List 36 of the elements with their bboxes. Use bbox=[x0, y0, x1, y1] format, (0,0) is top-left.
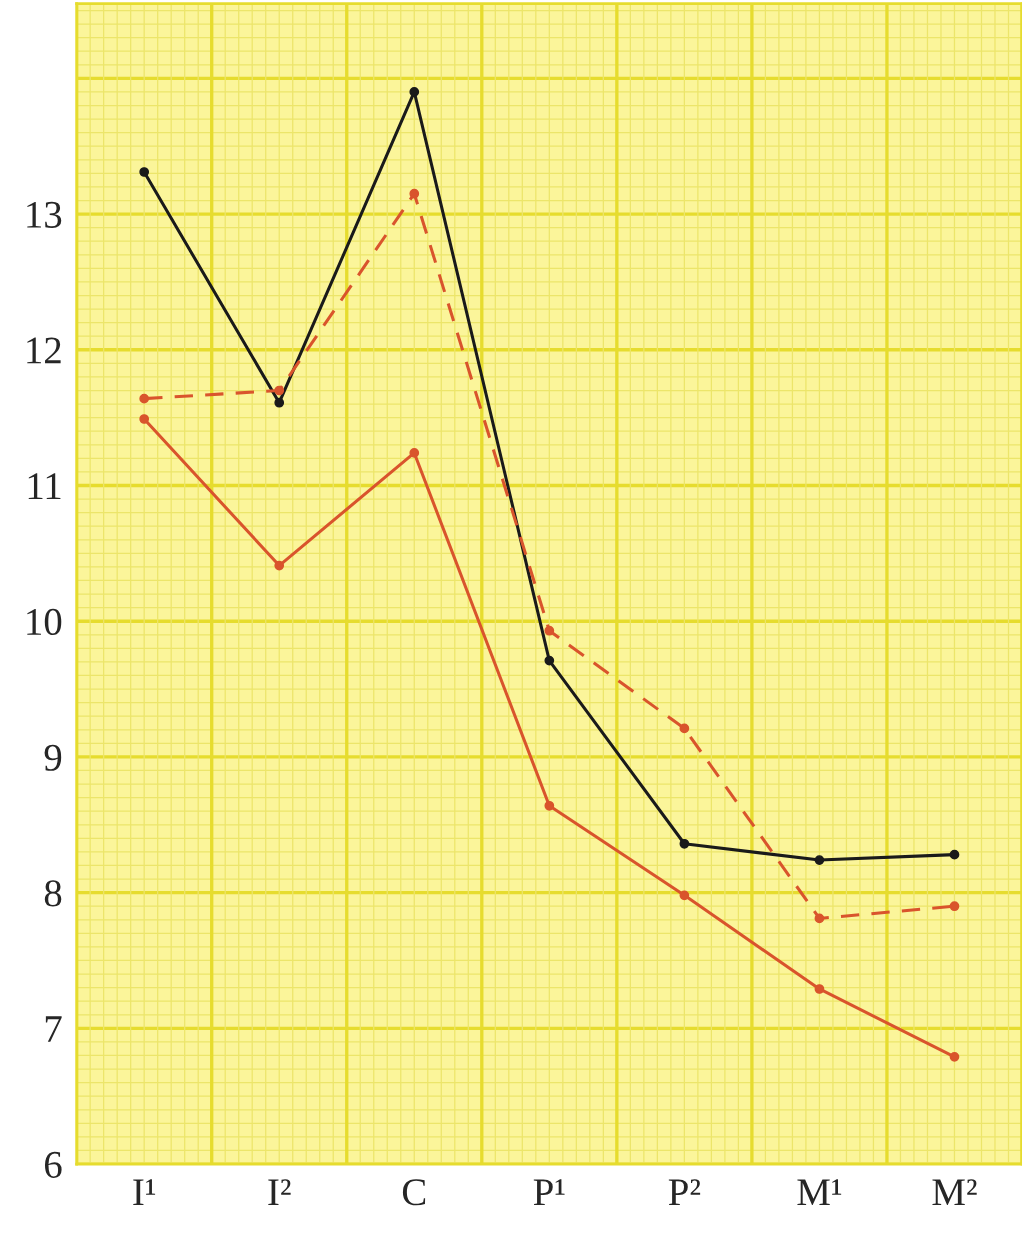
y-tick-label: 13 bbox=[27, 201, 62, 228]
point bbox=[409, 87, 420, 97]
x-tick-label: M¹ bbox=[797, 1179, 842, 1205]
point bbox=[679, 890, 690, 901]
point bbox=[544, 655, 555, 666]
point bbox=[409, 188, 420, 199]
x-tick-label: C bbox=[402, 1179, 426, 1206]
point bbox=[274, 397, 285, 408]
point bbox=[139, 414, 150, 424]
x-tick-label: I¹ bbox=[133, 1179, 156, 1205]
point bbox=[949, 1051, 960, 1062]
point bbox=[409, 448, 420, 458]
y-tick-label: 8 bbox=[44, 880, 62, 907]
point bbox=[679, 838, 690, 849]
point bbox=[679, 723, 690, 734]
point bbox=[544, 800, 555, 811]
y-tick-label: 9 bbox=[44, 744, 62, 771]
point bbox=[949, 849, 960, 860]
x-tick-label: M² bbox=[932, 1179, 977, 1205]
y-tick-label: 10 bbox=[27, 608, 62, 636]
x-tick-label: P² bbox=[668, 1179, 701, 1205]
x-tick-label: P¹ bbox=[533, 1179, 565, 1205]
point bbox=[814, 913, 825, 924]
point bbox=[274, 560, 285, 571]
y-tick-label: 11 bbox=[28, 473, 61, 499]
point bbox=[139, 393, 150, 404]
point bbox=[814, 855, 825, 865]
y-tick-label: 7 bbox=[45, 1016, 62, 1042]
y-tick-label: 6 bbox=[44, 1151, 62, 1178]
point bbox=[544, 625, 555, 636]
point bbox=[814, 984, 825, 994]
point bbox=[139, 167, 150, 177]
point bbox=[949, 901, 960, 912]
point bbox=[274, 385, 285, 396]
y-tick-label: 12 bbox=[27, 337, 61, 364]
x-tick-label: I² bbox=[268, 1179, 291, 1205]
